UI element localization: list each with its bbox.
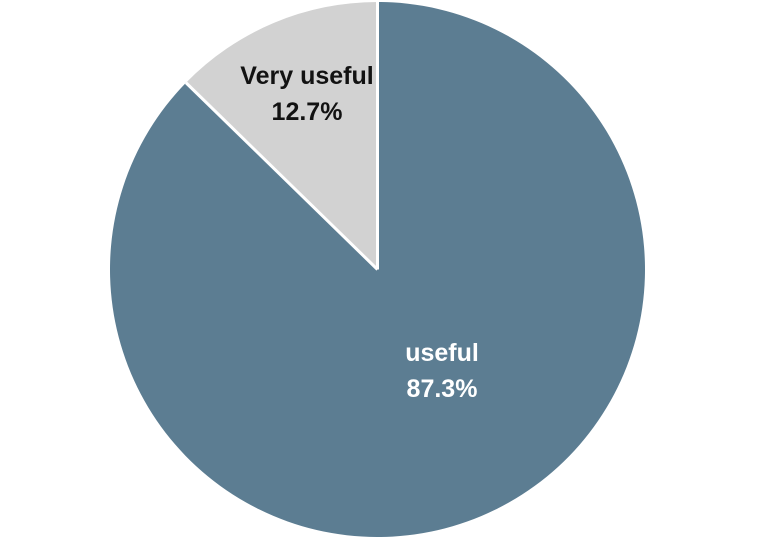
slice-separator [184, 81, 379, 271]
pie-slice-very-useful [185, 2, 378, 270]
